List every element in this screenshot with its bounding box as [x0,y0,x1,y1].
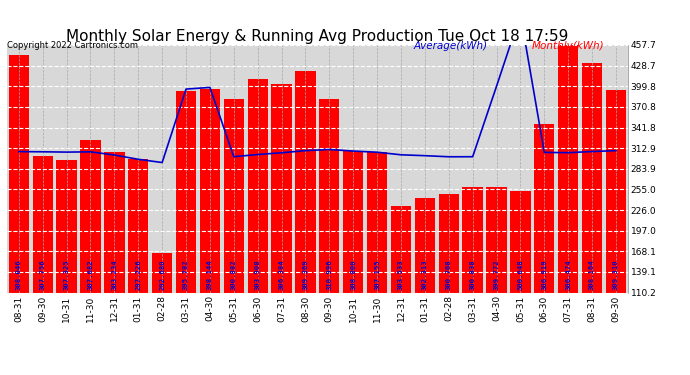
Bar [391,206,411,292]
Bar [462,187,483,292]
Bar [200,89,220,292]
Text: 303.533: 303.533 [398,260,404,290]
Bar [128,159,148,292]
Bar [582,63,602,292]
Text: 303.234: 303.234 [111,260,117,290]
Text: Average(kWh): Average(kWh) [414,41,488,51]
Text: 308.800: 308.800 [351,260,356,290]
Text: 309.310: 309.310 [613,260,619,290]
Bar [511,191,531,292]
Text: 300.882: 300.882 [230,260,237,290]
Bar [319,99,339,292]
Text: 306.474: 306.474 [565,260,571,290]
Text: 307.155: 307.155 [374,260,380,290]
Text: 306.384: 306.384 [279,260,284,290]
Bar [224,99,244,292]
Text: 307.325: 307.325 [63,260,70,290]
Bar [80,140,101,292]
Bar [57,160,77,292]
Text: Copyright 2022 Cartronics.com: Copyright 2022 Cartronics.com [7,41,138,50]
Text: 303.908: 303.908 [255,260,261,290]
Text: 309.369: 309.369 [302,260,308,290]
Text: 300.838: 300.838 [470,260,475,290]
Text: 300.768: 300.768 [446,260,452,290]
Text: 302.313: 302.313 [422,260,428,290]
Text: 398.144: 398.144 [207,260,213,290]
Bar [104,152,124,292]
Text: 308.164: 308.164 [589,260,595,290]
Text: Monthly(kWh): Monthly(kWh) [531,41,604,51]
Text: 308.046: 308.046 [16,260,22,290]
Text: 500.648: 500.648 [518,260,524,290]
Bar [606,90,626,292]
Bar [486,187,506,292]
Bar [558,44,578,292]
Bar [343,151,364,292]
Bar [271,84,292,292]
Bar [534,124,555,292]
Bar [439,194,459,292]
Text: 310.996: 310.996 [326,260,333,290]
Text: 292.680: 292.680 [159,260,165,290]
Bar [176,91,196,292]
Title: Monthly Solar Energy & Running Avg Production Tue Oct 18 17:59: Monthly Solar Energy & Running Avg Produ… [66,29,569,44]
Text: 306.919: 306.919 [541,260,547,290]
Bar [152,254,172,292]
Bar [32,156,53,292]
Text: 307.756: 307.756 [40,260,46,290]
Bar [9,56,29,292]
Bar [415,198,435,292]
Bar [367,152,387,292]
Bar [248,79,268,292]
Text: 307.682: 307.682 [88,260,94,290]
Text: 399.772: 399.772 [493,260,500,290]
Bar [295,71,315,292]
Text: 395.782: 395.782 [183,260,189,290]
Text: 297.226: 297.226 [135,260,141,290]
